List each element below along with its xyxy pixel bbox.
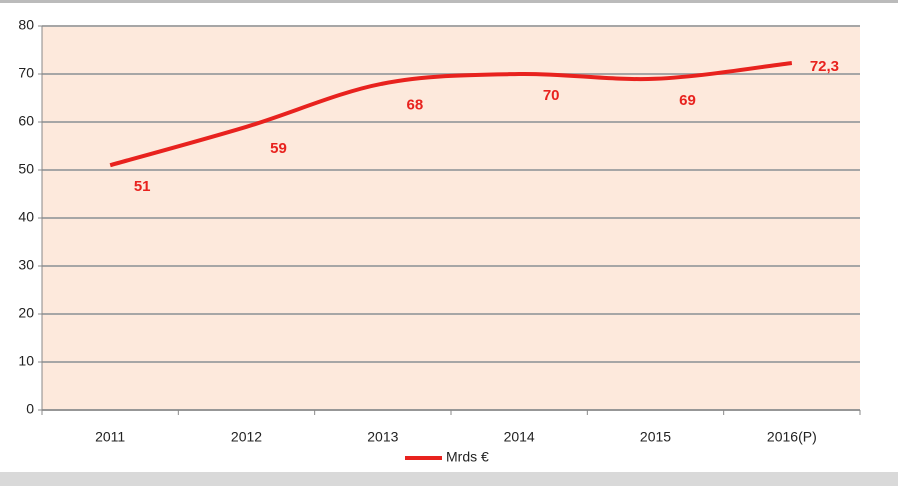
x-tick-label: 2016(P) xyxy=(767,429,817,445)
x-tick-label: 2015 xyxy=(640,429,671,445)
y-tick-label: 10 xyxy=(18,353,34,369)
value-label: 51 xyxy=(134,178,151,195)
value-label: 69 xyxy=(679,92,696,109)
y-tick-label: 50 xyxy=(18,161,34,177)
value-label: 68 xyxy=(406,97,423,114)
value-label: 59 xyxy=(270,140,287,157)
value-label: 72,3 xyxy=(810,58,839,75)
series-line xyxy=(109,60,793,168)
x-tick-label: 2012 xyxy=(231,429,262,445)
y-tick-label: 0 xyxy=(26,401,34,417)
y-tick-label: 70 xyxy=(18,65,34,81)
y-tick-label: 80 xyxy=(18,17,34,33)
x-tick-label: 2011 xyxy=(95,429,125,445)
top-border xyxy=(0,0,898,3)
x-tick-label: 2014 xyxy=(504,429,535,445)
value-label: 70 xyxy=(543,87,560,104)
y-tick-label: 60 xyxy=(18,113,34,129)
legend-label: Mrds € xyxy=(446,449,489,465)
y-tick-label: 30 xyxy=(18,257,34,273)
y-tick-label: 40 xyxy=(18,209,34,225)
x-tick-label: 2013 xyxy=(367,429,398,445)
y-tick-label: 20 xyxy=(18,305,34,321)
bottom-bar xyxy=(0,472,898,486)
